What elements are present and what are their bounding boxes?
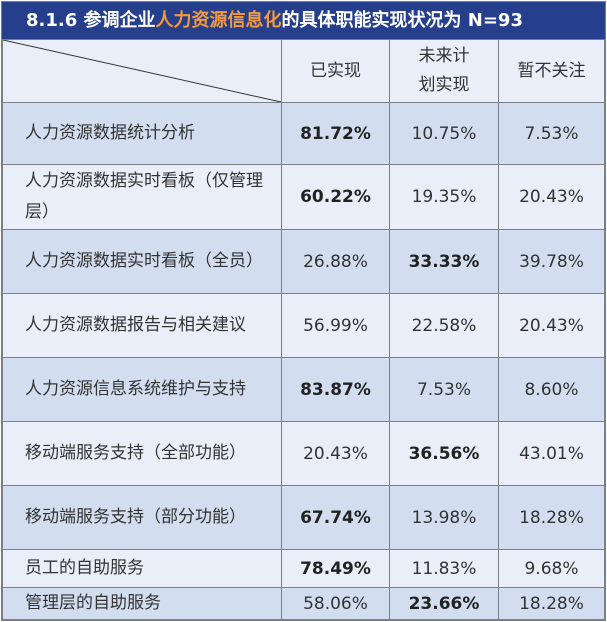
table-row: 移动端服务支持（部分功能） 67.74% 13.98% 18.28% — [2, 485, 605, 550]
value-cell: 56.99% — [281, 293, 390, 358]
table-row: 管理层的自助服务 58.06% 23.66% 18.28% — [2, 587, 605, 620]
value-cell: 10.75% — [389, 102, 499, 165]
column-header-planned: 未来计 划实现 — [389, 39, 499, 103]
value-cell: 39.78% — [498, 229, 605, 294]
value-cell: 13.98% — [389, 485, 499, 550]
value-cell: 20.43% — [498, 293, 605, 358]
row-label: 移动端服务支持（部分功能） — [2, 485, 282, 550]
row-label: 人力资源数据实时看板（全员） — [2, 229, 282, 294]
value-cell: 8.60% — [498, 357, 605, 422]
table-row: 人力资源数据报告与相关建议 56.99% 22.58% 20.43% — [2, 293, 605, 358]
data-table: 已实现 未来计 划实现 暂不关注 人力资源数据统计分析 81.72% 10.75% 7.… — [2, 39, 605, 620]
table-title: 8.1.6 参调企业人力资源信息化的具体职能实现状况为 N=93 — [2, 2, 605, 39]
value-cell: 81.72% — [281, 102, 390, 165]
title-suffix: 的具体职能实现状况为 N=93 — [281, 10, 523, 31]
value-cell: 20.43% — [281, 421, 390, 486]
value-cell: 19.35% — [389, 164, 499, 230]
value-cell: 43.01% — [498, 421, 605, 486]
row-label: 人力资源数据实时看板（仅管理层） — [2, 164, 282, 230]
title-prefix: 8.1.6 参调企业 — [26, 10, 156, 31]
table-row: 人力资源数据实时看板（全员） 26.88% 33.33% 39.78% — [2, 229, 605, 294]
row-label: 员工的自助服务 — [2, 549, 282, 588]
value-cell: 33.33% — [389, 229, 499, 294]
value-cell: 60.22% — [281, 164, 390, 230]
table-row: 人力资源信息系统维护与支持 83.87% 7.53% 8.60% — [2, 357, 605, 422]
value-cell: 18.28% — [498, 485, 605, 550]
value-cell: 26.88% — [281, 229, 390, 294]
diagonal-header-cell — [2, 39, 282, 103]
row-label: 人力资源数据统计分析 — [2, 102, 282, 165]
value-cell: 18.28% — [498, 587, 605, 620]
table-row: 员工的自助服务 78.49% 11.83% 9.68% — [2, 549, 605, 588]
value-cell: 36.56% — [389, 421, 499, 486]
value-cell: 58.06% — [281, 587, 390, 620]
row-label: 移动端服务支持（全部功能） — [2, 421, 282, 486]
row-label: 人力资源信息系统维护与支持 — [2, 357, 282, 422]
value-cell: 67.74% — [281, 485, 390, 550]
value-cell: 23.66% — [389, 587, 499, 620]
table-row: 移动端服务支持（全部功能） 20.43% 36.56% 43.01% — [2, 421, 605, 486]
title-highlight: 人力资源信息化 — [155, 10, 282, 31]
value-cell: 22.58% — [389, 293, 499, 358]
value-cell: 9.68% — [498, 549, 605, 588]
row-label: 管理层的自助服务 — [2, 587, 282, 620]
table-row: 人力资源数据实时看板（仅管理层） 60.22% 19.35% 20.43% — [2, 164, 605, 230]
header-row: 已实现 未来计 划实现 暂不关注 — [2, 39, 605, 103]
column-header-not-concerned: 暂不关注 — [498, 39, 605, 103]
value-cell: 11.83% — [389, 549, 499, 588]
row-label: 人力资源数据报告与相关建议 — [2, 293, 282, 358]
column-header-implemented: 已实现 — [281, 39, 390, 103]
value-cell: 7.53% — [498, 102, 605, 165]
value-cell: 20.43% — [498, 164, 605, 230]
table-row: 人力资源数据统计分析 81.72% 10.75% 7.53% — [2, 102, 605, 165]
value-cell: 83.87% — [281, 357, 390, 422]
value-cell: 7.53% — [389, 357, 499, 422]
value-cell: 78.49% — [281, 549, 390, 588]
